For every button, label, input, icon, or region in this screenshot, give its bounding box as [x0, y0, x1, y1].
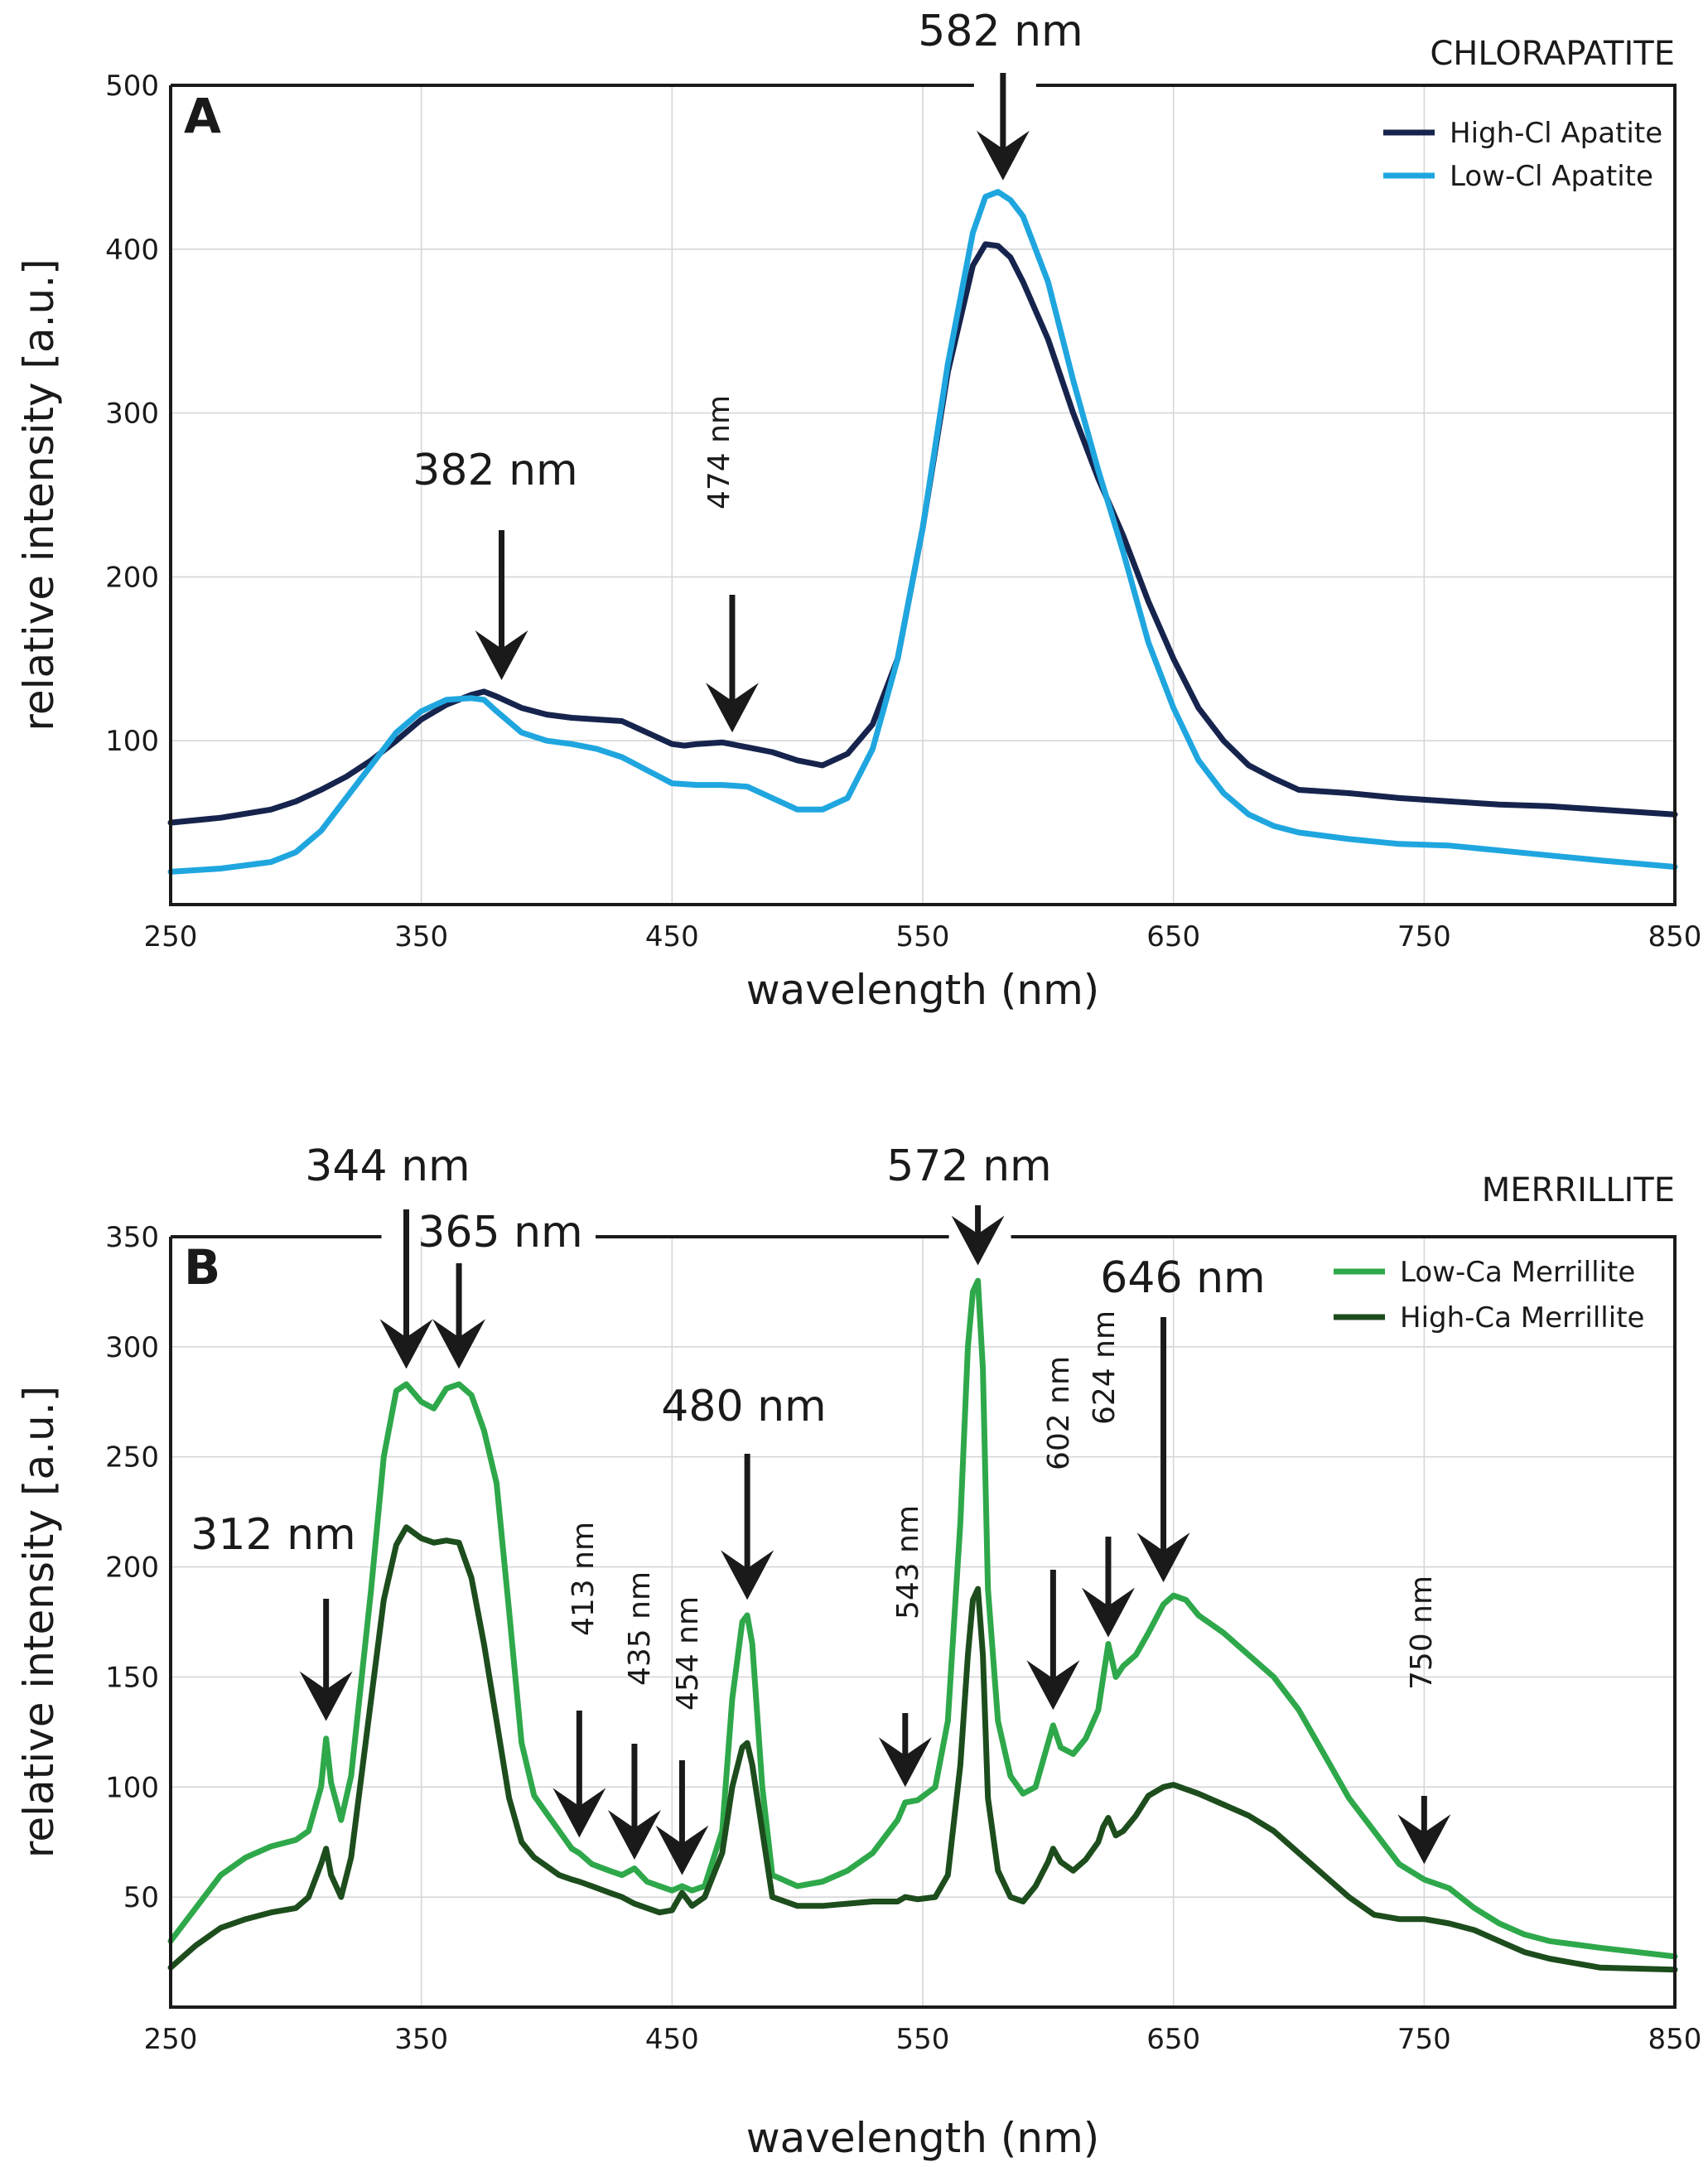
- panel-a-series-low-cl-apatite: [167, 189, 1678, 875]
- panel-b-series-low-ca-merrillite: [167, 1277, 1678, 1960]
- panel-a-frame: [169, 84, 1677, 906]
- panel-a-x-tick-label: 250: [144, 920, 198, 953]
- panel-a-y-tick-label: 200: [105, 561, 159, 594]
- panel-a-x-tick-label: 850: [1648, 920, 1702, 953]
- panel-b-y-tick-label: 300: [105, 1331, 159, 1364]
- panel-a-peak-annotation: 382 nm: [413, 446, 577, 495]
- panel-b-y-tick-label: 50: [123, 1881, 159, 1914]
- panel-b-peak-annotation: 602 nm: [1042, 1356, 1076, 1470]
- panel-b-y-tick-label: 150: [105, 1661, 159, 1694]
- panel-b-peak-arrowhead: [878, 1737, 932, 1788]
- panel-b-x-tick-label: 750: [1397, 2023, 1451, 2056]
- panel-b-y-tick-label: 350: [105, 1221, 159, 1254]
- panel-b-peak-annotation: 480 nm: [661, 1382, 826, 1431]
- panel-b-legend-label: High-Ca Merrillite: [1400, 1301, 1644, 1334]
- panel-a-y-tick-label: 300: [105, 398, 159, 431]
- panel-b-peak-annotation: 646 nm: [1100, 1253, 1265, 1303]
- panel-a-letter: A: [184, 88, 221, 144]
- panel-b-x-tick-label: 450: [645, 2023, 699, 2056]
- panel-b-peak-annotation: 750 nm: [1405, 1576, 1439, 1690]
- panel-b-peak-annotation: 572 nm: [886, 1141, 1051, 1191]
- panel-b-peak-arrowhead: [1136, 1532, 1190, 1583]
- panel-b-series-high-ca-merrillite: [167, 1524, 1678, 1973]
- panel-b-y-tick-label: 200: [105, 1552, 159, 1585]
- panel-a-series-high-cl-apatite: [167, 241, 1678, 826]
- panel-b-peak-annotation: 344 nm: [305, 1141, 470, 1191]
- panel-b-peak-annotation: 413 nm: [567, 1522, 601, 1636]
- panel-a-y-axis-title: relative intensity [a.u.]: [15, 258, 63, 731]
- panel-b-peak-arrowhead: [432, 1319, 486, 1369]
- panel-b-legend-label: Low-Ca Merrillite: [1400, 1256, 1635, 1289]
- panel-a-peak-annotation: 474 nm: [702, 395, 736, 509]
- panel-a-y-tick-label: 400: [105, 234, 159, 267]
- panel-a-y-tick-label: 500: [105, 70, 159, 103]
- panel-a-chart: 250 350 450 550 650 750 850 100 200 300 400 500 wave…: [15, 7, 1701, 1014]
- panel-b-peak-arrowhead: [379, 1319, 433, 1369]
- panel-b-peak-arrowhead: [1081, 1587, 1135, 1638]
- panel-b-x-tick-label: 350: [394, 2023, 448, 2056]
- panel-a-x-tick-label: 450: [645, 920, 699, 953]
- panel-b-peak-annotation: 543 nm: [891, 1505, 925, 1619]
- panel-b-x-tick-label: 250: [144, 2023, 198, 2056]
- panel-b-letter: B: [184, 1239, 220, 1296]
- panel-b-peak-annotation: 435 nm: [623, 1571, 657, 1686]
- panel-b-y-tick-label: 100: [105, 1771, 159, 1804]
- panel-b-peak-arrowhead: [1397, 1814, 1451, 1865]
- panel-b-x-tick-label: 850: [1648, 2023, 1702, 2056]
- panel-b-peak-annotation: 312 nm: [191, 1510, 355, 1560]
- panel-a-peak-arrowhead: [976, 130, 1030, 181]
- panel-a-x-tick-label: 650: [1146, 920, 1200, 953]
- panel-a-x-tick-label: 550: [896, 920, 950, 953]
- panel-a-peak-arrowhead: [705, 683, 759, 733]
- panel-b-x-axis-title: wavelength (nm): [746, 2114, 1100, 2162]
- panel-a-mineral-title: CHLORAPATITE: [1430, 35, 1675, 73]
- panel-b-peak-arrowhead: [655, 1825, 709, 1875]
- panel-a-peak-annotation: 582 nm: [918, 7, 1083, 56]
- panel-b-y-tick-label: 250: [105, 1441, 159, 1474]
- panel-a-x-tick-label: 750: [1397, 920, 1451, 953]
- panel-b-peak-arrowhead: [1026, 1660, 1080, 1711]
- panel-b-peak-arrowhead: [607, 1809, 661, 1860]
- panel-a-x-axis-title: wavelength (nm): [746, 966, 1100, 1014]
- panel-b-chart: 250 350 450 550 650 750 850 50 100 150 200 250 300 35…: [15, 1141, 1701, 2162]
- panel-b-peak-arrowhead: [299, 1671, 353, 1721]
- panel-a-legend-label: Low-Cl Apatite: [1450, 160, 1653, 193]
- panel-b-frame: [169, 1235, 1677, 2009]
- panel-b-peak-annotation: 365 nm: [417, 1208, 582, 1257]
- panel-b-y-axis-title: relative intensity [a.u.]: [15, 1386, 63, 1858]
- panel-b-peak-arrowhead: [552, 1788, 606, 1838]
- panel-b-peak-annotation: 624 nm: [1088, 1310, 1122, 1425]
- panel-b-mineral-title: MERRILLITE: [1482, 1171, 1675, 1209]
- panel-b-peak-arrowhead: [951, 1215, 1005, 1266]
- panel-b-peak-arrowhead: [721, 1550, 774, 1600]
- panel-a-peak-arrowhead: [475, 630, 528, 681]
- panel-b-peak-annotation: 454 nm: [671, 1596, 705, 1711]
- panel-b-x-tick-label: 650: [1146, 2023, 1200, 2056]
- panel-a-legend-label: High-Cl Apatite: [1450, 117, 1662, 150]
- panel-b-x-tick-label: 550: [896, 2023, 950, 2056]
- panel-a-x-tick-label: 350: [394, 920, 448, 953]
- panel-a-y-tick-label: 100: [105, 725, 159, 758]
